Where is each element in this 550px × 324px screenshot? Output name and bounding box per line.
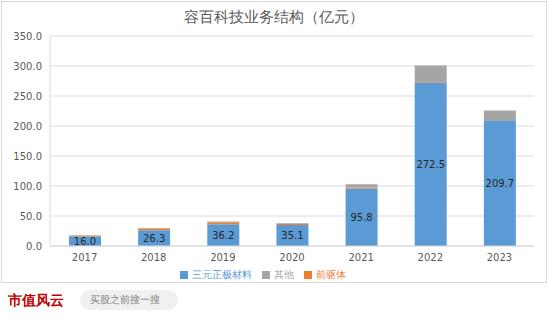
svg-text:2021: 2021 xyxy=(348,252,373,263)
html-text:其他: 其他 xyxy=(274,269,294,280)
svg-text:250.0: 250.0 xyxy=(13,91,42,102)
html-text:三元正极材料: 三元正极材料 xyxy=(192,269,252,280)
html-text:市值风云: 市值风云 xyxy=(8,292,64,308)
svg-text:209.7: 209.7 xyxy=(486,178,515,189)
html-text:买股之前搜一搜: 买股之前搜一搜 xyxy=(90,294,160,305)
svg-text:2022: 2022 xyxy=(418,252,443,263)
svg-text:2017: 2017 xyxy=(72,252,97,263)
svg-text:350.0: 350.0 xyxy=(13,31,42,42)
svg-text:35.1: 35.1 xyxy=(281,230,303,241)
svg-text:2018: 2018 xyxy=(141,252,166,263)
html-text:容百科技业务结构（亿元）: 容百科技业务结构（亿元） xyxy=(184,8,364,26)
html-text:前驱体: 前驱体 xyxy=(316,269,346,280)
svg-text:0.0: 0.0 xyxy=(26,241,42,252)
svg-text:200.0: 200.0 xyxy=(13,121,42,132)
svg-text:95.8: 95.8 xyxy=(350,212,372,223)
svg-text:2023: 2023 xyxy=(487,252,512,263)
svg-text:2019: 2019 xyxy=(210,252,235,263)
svg-text:26.3: 26.3 xyxy=(143,233,165,244)
svg-text:300.0: 300.0 xyxy=(13,61,42,72)
svg-text:272.5: 272.5 xyxy=(416,159,445,170)
svg-text:50.0: 50.0 xyxy=(20,211,42,222)
svg-text:2020: 2020 xyxy=(279,252,304,263)
svg-text:16.0: 16.0 xyxy=(74,236,96,247)
svg-text:150.0: 150.0 xyxy=(13,151,42,162)
svg-text:36.2: 36.2 xyxy=(212,230,234,241)
svg-text:100.0: 100.0 xyxy=(13,181,42,192)
